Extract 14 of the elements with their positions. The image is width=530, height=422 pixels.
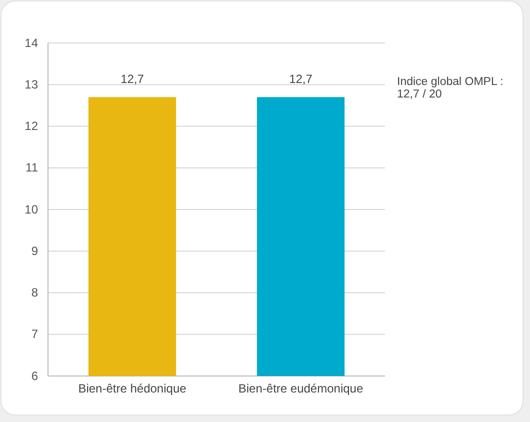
y-tick-label: 7: [31, 327, 38, 342]
data-label: 12,7: [120, 72, 144, 86]
y-tick-label: 12: [24, 119, 38, 134]
x-tick-label: Bien-être eudémonique: [238, 382, 364, 396]
text: Indice global OMPL : 12,7 / 20: [397, 76, 504, 101]
x-tick-label: Bien-être hédonique: [78, 382, 187, 396]
y-tick-label: 11: [26, 160, 38, 175]
y-tick-label: 10: [24, 202, 38, 216]
y-tick-label: 13: [24, 77, 38, 92]
y-tick-label: 9: [31, 244, 38, 258]
y-tick-label: 14: [24, 36, 38, 50]
data-label: 12,7: [289, 72, 313, 86]
y-tick-label: 8: [31, 286, 38, 300]
y-tick-label: 6: [31, 368, 38, 383]
